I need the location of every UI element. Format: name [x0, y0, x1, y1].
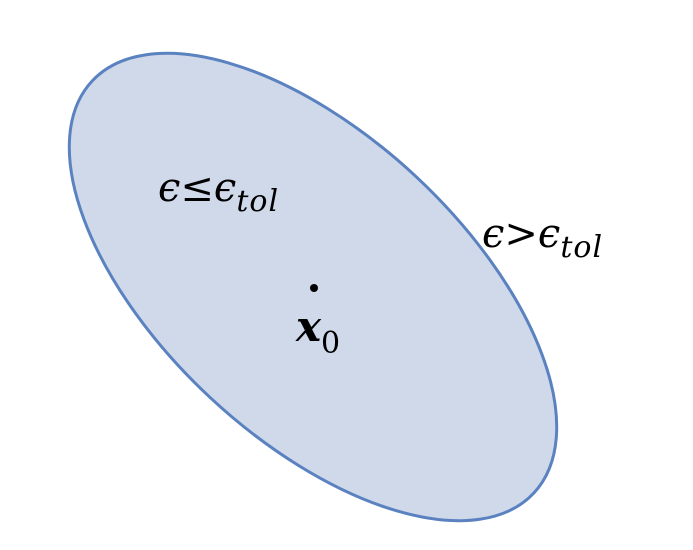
- center-point: [310, 284, 318, 292]
- outside-region-label: ϵ>ϵtol: [482, 214, 603, 263]
- point-label-subscript: 0: [321, 326, 342, 361]
- center-point-label: x0: [296, 306, 341, 359]
- tolerance-region-ellipse: [67, 51, 559, 523]
- inside-label-symbol: ϵ≤ϵ: [158, 165, 237, 211]
- inside-label-subscript: tol: [236, 184, 280, 219]
- outside-label-subscript: tol: [560, 230, 604, 265]
- point-label-symbol: x: [296, 302, 322, 351]
- inside-region-label: ϵ≤ϵtol: [158, 168, 279, 217]
- outside-label-symbol: ϵ>ϵ: [482, 211, 561, 257]
